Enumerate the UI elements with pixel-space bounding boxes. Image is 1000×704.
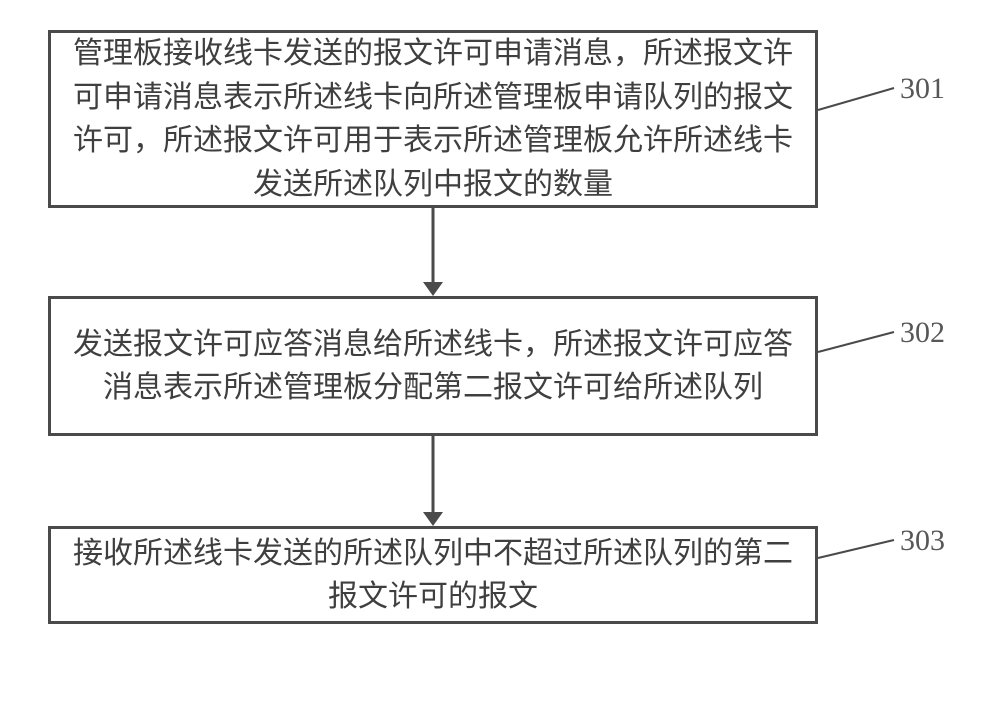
- leader-line: [0, 0, 1000, 704]
- flowchart-canvas: 管理板接收线卡发送的报文许可申请消息，所述报文许可申请消息表示所述线卡向所述管理…: [0, 0, 1000, 704]
